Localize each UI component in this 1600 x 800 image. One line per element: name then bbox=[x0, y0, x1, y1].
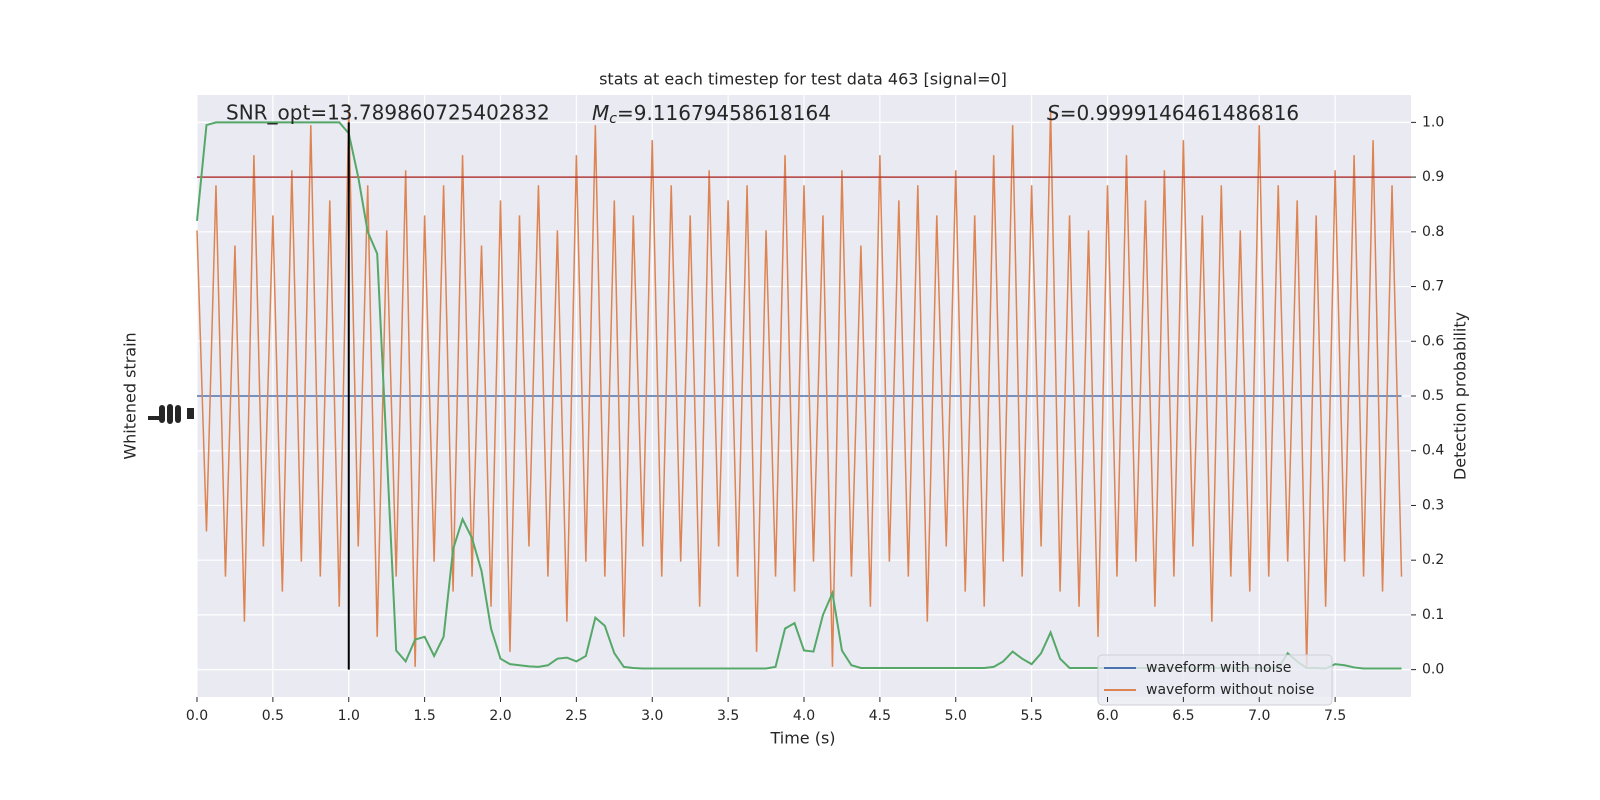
legend-label: waveform with noise bbox=[1146, 660, 1291, 676]
x-axis-label: Time (s) bbox=[769, 729, 835, 748]
y2-tick-label: 0.6 bbox=[1422, 333, 1444, 349]
x-tick-label: 2.5 bbox=[565, 708, 587, 724]
y2-tick-label: 0.1 bbox=[1422, 607, 1444, 623]
y2-tick-label: 1.0 bbox=[1422, 114, 1444, 130]
x-tick-label: 1.5 bbox=[413, 708, 435, 724]
y2-tick-label: 0.7 bbox=[1422, 279, 1444, 295]
annotation-symbol: M bbox=[592, 101, 609, 125]
annotation-text: =0.9999146461486816 bbox=[1060, 101, 1299, 125]
x-tick-label: 2.0 bbox=[489, 708, 511, 724]
x-tick-label: 7.0 bbox=[1248, 708, 1270, 724]
y2-tick-label: 0.0 bbox=[1422, 662, 1444, 678]
annotation-text: =9.11679458618164 bbox=[617, 101, 831, 125]
x-tick-label: 6.0 bbox=[1096, 708, 1118, 724]
y2-tick-label: 0.2 bbox=[1422, 552, 1444, 568]
y2-tick-label: 0.9 bbox=[1422, 169, 1444, 185]
x-tick-label: 4.0 bbox=[793, 708, 815, 724]
x-tick-label: 0.5 bbox=[262, 708, 284, 724]
y2-tick-label: 0.8 bbox=[1422, 224, 1444, 240]
chart-title: stats at each timestep for test data 463… bbox=[599, 70, 1007, 89]
y2-tick-label: 0.4 bbox=[1422, 443, 1444, 459]
y2-axis-label: Detection probability bbox=[1451, 312, 1470, 480]
y-tick-clutter bbox=[148, 404, 194, 424]
annotation: Mc=9.11679458618164 bbox=[592, 101, 831, 128]
x-tick-label: 4.5 bbox=[869, 708, 891, 724]
y2-tick-label: 0.3 bbox=[1422, 497, 1444, 513]
legend-box bbox=[1097, 654, 1333, 706]
x-tick-label: 0.0 bbox=[186, 708, 208, 724]
annotation-subscript: c bbox=[609, 111, 617, 127]
y-axis-label: Whitened strain bbox=[121, 332, 140, 459]
x-tick-label: 7.5 bbox=[1324, 708, 1346, 724]
legend: waveform with noise waveform without nois… bbox=[1097, 654, 1333, 706]
y2-tick-label: 0.5 bbox=[1422, 388, 1444, 404]
legend-label: waveform without noise bbox=[1146, 682, 1314, 698]
x-tick-label: 3.0 bbox=[641, 708, 663, 724]
x-tick-label: 6.5 bbox=[1172, 708, 1194, 724]
x-tick-label: 5.5 bbox=[1020, 708, 1042, 724]
x-tick-label: 3.5 bbox=[717, 708, 739, 724]
waveform-line bbox=[196, 110, 1403, 667]
annotation-symbol: S bbox=[1047, 101, 1060, 125]
x-tick-label: 1.0 bbox=[338, 708, 360, 724]
x-tick-label: 5.0 bbox=[945, 708, 967, 724]
annotation: SNR_opt=13.789860725402832 bbox=[226, 101, 550, 125]
annotation: S=0.9999146461486816 bbox=[1047, 101, 1299, 125]
